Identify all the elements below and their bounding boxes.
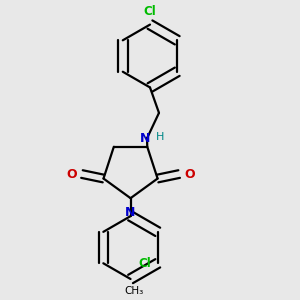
Text: O: O <box>184 167 195 181</box>
Text: Cl: Cl <box>144 5 156 18</box>
Text: CH₃: CH₃ <box>124 286 143 296</box>
Text: O: O <box>66 167 76 181</box>
Text: Cl: Cl <box>138 257 151 270</box>
Text: N: N <box>125 206 136 219</box>
Text: N: N <box>140 132 151 145</box>
Text: H: H <box>155 132 164 142</box>
